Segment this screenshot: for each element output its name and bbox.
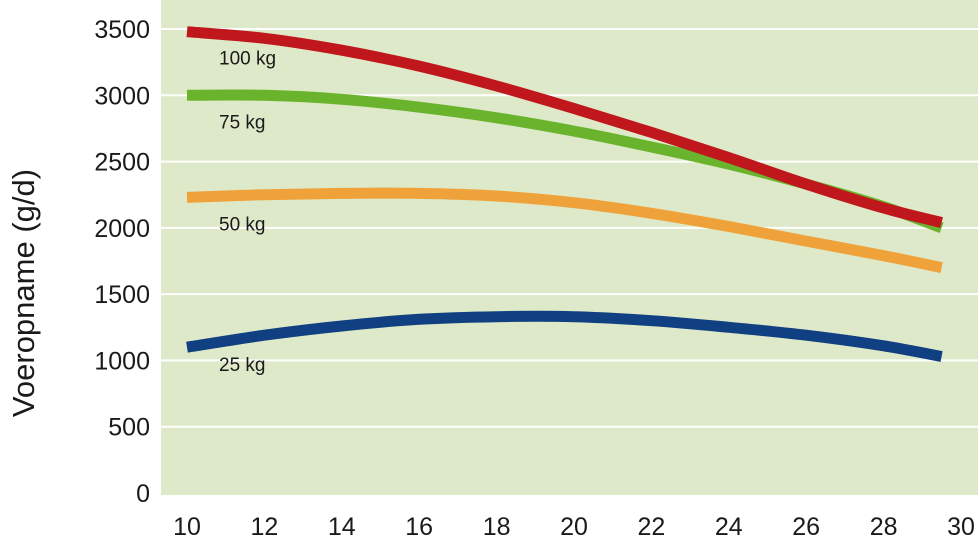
x-tick-label: 12 xyxy=(250,513,278,541)
x-tick-label: 18 xyxy=(483,513,511,541)
x-tick-label: 24 xyxy=(715,513,743,541)
y-tick-label: 3000 xyxy=(94,82,150,110)
x-tick-label: 20 xyxy=(560,513,588,541)
x-tick-label: 30 xyxy=(947,513,975,541)
x-tick-label: 16 xyxy=(405,513,433,541)
series-label: 50 kg xyxy=(219,214,265,235)
y-tick-label: 3500 xyxy=(94,16,150,44)
y-tick-label: 0 xyxy=(136,480,150,508)
x-tick-label: 28 xyxy=(870,513,898,541)
series-label: 75 kg xyxy=(219,112,265,133)
x-tick-label: 22 xyxy=(637,513,665,541)
series-line-100-kg xyxy=(186,26,943,228)
gridlines xyxy=(161,28,978,428)
x-tick-label: 26 xyxy=(792,513,820,541)
series-line-50-kg xyxy=(186,187,943,273)
series-label: 25 kg xyxy=(219,355,265,376)
x-tick-labels: 10 12 14 16 18 20 22 24 26 28 30 xyxy=(173,513,975,541)
y-tick-labels: 0 500 1000 1500 2000 2500 3000 3500 xyxy=(94,16,150,508)
series-lines xyxy=(186,26,944,362)
series-line-25-kg xyxy=(186,310,943,362)
y-tick-label: 1500 xyxy=(94,281,150,309)
y-axis-label: Voeropname (g/d) xyxy=(6,169,41,417)
y-tick-label: 1000 xyxy=(94,347,150,375)
series-label: 100 kg xyxy=(219,49,276,70)
x-tick-label: 10 xyxy=(173,513,201,541)
series-labels: 100 kg 75 kg 50 kg 25 kg xyxy=(219,49,276,377)
x-tick-label: 14 xyxy=(328,513,356,541)
y-tick-label: 2500 xyxy=(94,149,150,177)
y-tick-label: 500 xyxy=(108,414,150,442)
y-tick-label: 2000 xyxy=(94,215,150,243)
